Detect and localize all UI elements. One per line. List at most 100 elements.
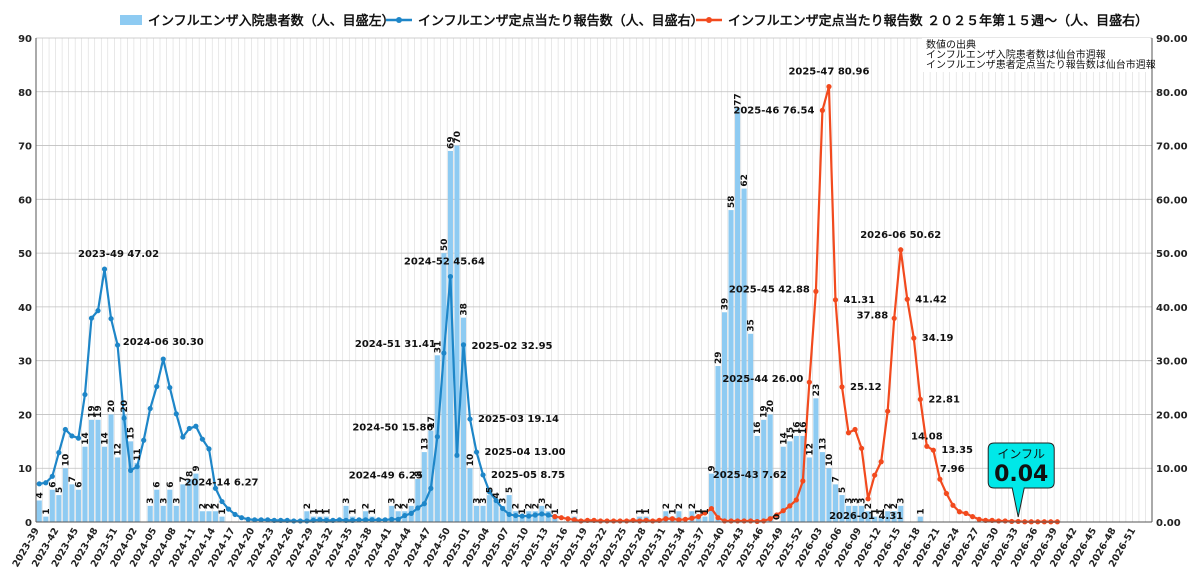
line1-point xyxy=(173,411,179,417)
bar-value-label: 1 xyxy=(368,508,378,514)
bar xyxy=(839,495,845,522)
line1-point xyxy=(356,517,362,523)
line1-point xyxy=(147,405,153,412)
line2-point xyxy=(943,490,950,497)
point-annotation: 2024-51 31.41 xyxy=(355,339,436,350)
bar xyxy=(82,446,88,522)
line2-point xyxy=(663,516,669,522)
line2-point xyxy=(695,514,702,520)
y-right-tick-label: 0.00 xyxy=(1156,518,1181,529)
bar-value-label: 12 xyxy=(805,443,815,456)
bar-value-label: 5 xyxy=(838,487,848,493)
bar-value-label: 20 xyxy=(120,400,130,413)
line1-point xyxy=(265,517,271,523)
point-annotation: 2025-43 7.62 xyxy=(713,470,787,481)
bar-value-label: 19 xyxy=(760,405,770,418)
line1-point xyxy=(167,384,173,391)
bar-value-label: 16 xyxy=(753,421,763,434)
line1-point xyxy=(114,342,121,348)
bar xyxy=(813,398,819,522)
point-annotation: 7.96 xyxy=(940,464,965,475)
line2-point xyxy=(748,518,754,524)
point-annotation: 2025-47 80.96 xyxy=(788,67,869,78)
line1-point xyxy=(238,515,245,521)
bar xyxy=(128,441,134,522)
bar-value-label: 70 xyxy=(453,131,463,144)
bar-value-label: 50 xyxy=(440,239,450,252)
line1-point xyxy=(317,517,323,523)
bar-value-label: 8 xyxy=(185,471,195,477)
bar xyxy=(845,505,852,522)
line1-point xyxy=(369,517,375,523)
line2-point xyxy=(806,379,812,385)
point-annotation: 34.19 xyxy=(922,333,954,344)
y-left-tick-label: 70 xyxy=(18,142,32,153)
line1-point xyxy=(43,480,49,486)
line1-point xyxy=(193,423,199,429)
bar-value-label: 3 xyxy=(388,498,398,504)
bar-value-label: 17 xyxy=(427,416,437,429)
line1-point xyxy=(199,436,206,442)
source-note-line-3: インフルエンザ患者定点当たり報告数は仙台市週報 xyxy=(926,58,1156,71)
line1-point xyxy=(219,498,225,505)
line1-point xyxy=(62,426,68,433)
bar-value-label: 3 xyxy=(897,498,907,504)
y-right-tick-label: 80.00 xyxy=(1156,88,1188,99)
line1-point xyxy=(526,513,532,519)
bar xyxy=(173,505,179,522)
source-note: 数値の出典 インフルエンザ入院患者数は仙台市週報 インフルエンザ患者定点当たり報… xyxy=(922,38,1156,72)
bar-value-label: 2 xyxy=(864,503,874,509)
point-annotation: 41.31 xyxy=(843,295,875,306)
bar-value-label: 2 xyxy=(531,503,541,509)
point-annotation: 13.35 xyxy=(941,445,973,456)
line2-point xyxy=(761,518,767,524)
bar-value-label: 19 xyxy=(94,405,104,418)
bar-value-label: 10 xyxy=(466,454,476,467)
point-annotation: 25.12 xyxy=(850,382,882,393)
line2-point xyxy=(578,518,584,524)
bar xyxy=(147,505,153,522)
bar xyxy=(454,145,460,523)
bar-value-label: 5 xyxy=(55,487,65,493)
bar-value-label: 23 xyxy=(812,384,822,397)
bar xyxy=(88,419,95,522)
line1-point xyxy=(225,506,232,512)
y-right-tick-label: 40.00 xyxy=(1156,303,1188,314)
bar xyxy=(62,468,68,522)
bar-value-label: 12 xyxy=(114,443,124,456)
source-note-box xyxy=(922,38,1150,72)
line1-point xyxy=(69,433,75,439)
bar xyxy=(115,457,121,522)
bar xyxy=(467,468,473,522)
legend-line1-marker xyxy=(396,17,402,23)
bar-value-label: 1 xyxy=(877,508,887,514)
line1-point xyxy=(36,481,42,487)
bar xyxy=(767,414,773,522)
bar-value-label: 1 xyxy=(570,508,580,514)
line1-point xyxy=(101,266,108,272)
line2-point xyxy=(617,518,623,524)
line2-point xyxy=(565,516,571,522)
line1-point xyxy=(49,473,55,479)
bar xyxy=(395,511,401,522)
bar-value-label: 2 xyxy=(675,503,685,509)
bar-value-label: 2 xyxy=(525,503,535,509)
bar-value-label: 19 xyxy=(87,405,97,418)
legend: インフルエンザ入院患者数（人、目盛左） インフルエンザ定点当たり報告数（人、目盛… xyxy=(120,13,1148,29)
bar-value-label: 3 xyxy=(146,498,156,504)
line2-point xyxy=(852,426,858,433)
line2-point xyxy=(865,496,871,502)
line1-point xyxy=(304,518,310,524)
bar-value-label: 1 xyxy=(551,508,561,514)
line1-point xyxy=(128,467,134,473)
bar-value-label: 1 xyxy=(642,508,652,514)
bar-value-label: 1 xyxy=(701,508,711,514)
bar xyxy=(787,441,793,522)
y-right-tick-label: 50.00 xyxy=(1156,249,1188,260)
bar-value-label: 2 xyxy=(303,503,313,509)
bar xyxy=(852,505,858,522)
line1-point xyxy=(519,513,525,519)
bar-value-label: 3 xyxy=(159,498,169,504)
bar-value-label: 10 xyxy=(825,454,835,467)
bar xyxy=(134,462,140,522)
